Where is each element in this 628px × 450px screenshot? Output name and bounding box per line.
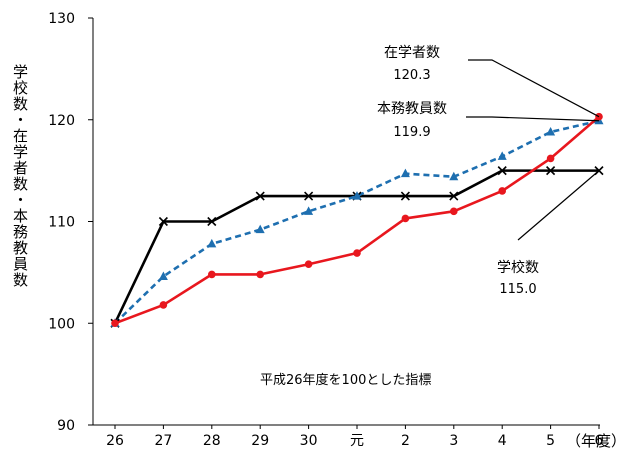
point-marker (449, 171, 459, 181)
point-marker (546, 126, 556, 136)
point-marker (304, 260, 313, 269)
x-tick-label: 29 (251, 433, 269, 449)
x-tick-label: 5 (546, 433, 555, 449)
callouts: 在学者数 120.3 本務教員数 119.9 学校数 115.0 (377, 45, 600, 297)
y-tick-label: 90 (57, 418, 75, 434)
series-markers (110, 112, 604, 328)
point-marker (352, 191, 362, 200)
x-tick-label: 3 (449, 433, 458, 449)
point-marker (450, 207, 458, 216)
point-marker (546, 154, 555, 163)
point-marker (497, 151, 507, 160)
point-marker (255, 224, 265, 234)
point-marker (208, 270, 216, 279)
callout-label: 本務教員数 (377, 101, 447, 117)
point-marker (546, 166, 556, 176)
point-marker (207, 238, 217, 248)
point-marker (111, 319, 119, 328)
callout-leader-line (466, 116, 600, 122)
point-marker (498, 187, 507, 195)
callout-value: 115.0 (499, 282, 536, 297)
point-marker (207, 216, 217, 227)
callout-leader-line (468, 59, 600, 118)
x-axis-label: （年度） (566, 432, 626, 450)
x-tick-label: 28 (203, 433, 221, 449)
point-marker (158, 216, 168, 227)
y-tick-label: 100 (48, 316, 75, 332)
x-tick-label: 2 (401, 433, 410, 449)
point-marker (304, 191, 314, 201)
point-marker (400, 191, 410, 201)
x-tick-label: 30 (300, 433, 318, 449)
point-marker (401, 214, 410, 223)
series-line-2 (114, 119, 600, 325)
callout-label: 学校数 (497, 259, 539, 276)
x-tick-label: 元 (350, 433, 364, 449)
y-tick-label: 120 (48, 113, 75, 129)
y-tick-label: 110 (48, 215, 75, 231)
point-marker (449, 191, 459, 201)
point-marker (255, 191, 265, 201)
callout-label: 在学者数 (384, 45, 440, 61)
x-tick-label: 6 (595, 433, 604, 449)
tick-labels: 90 100 110 120 130 26 27 28 29 30 元 2 3 4 5 6 (48, 11, 603, 449)
x-tick-label: 26 (106, 433, 124, 449)
point-marker (159, 301, 168, 309)
point-marker (400, 168, 410, 178)
callout-leader-line (517, 170, 600, 241)
x-tick-label: 4 (498, 433, 507, 449)
point-marker (353, 249, 361, 257)
point-marker (256, 270, 265, 279)
point-marker (497, 166, 507, 176)
callout-value: 120.3 (393, 68, 430, 83)
callout-value: 119.9 (393, 125, 430, 140)
y-tick-label: 130 (48, 11, 75, 27)
x-tick-label: 27 (154, 433, 172, 449)
point-marker (304, 206, 314, 215)
annotation-note: 平成26年度を100とした指標 (260, 372, 431, 388)
y-axis-label: 学校数・在学者数・本務教員数 (11, 64, 29, 288)
point-marker (158, 271, 168, 280)
